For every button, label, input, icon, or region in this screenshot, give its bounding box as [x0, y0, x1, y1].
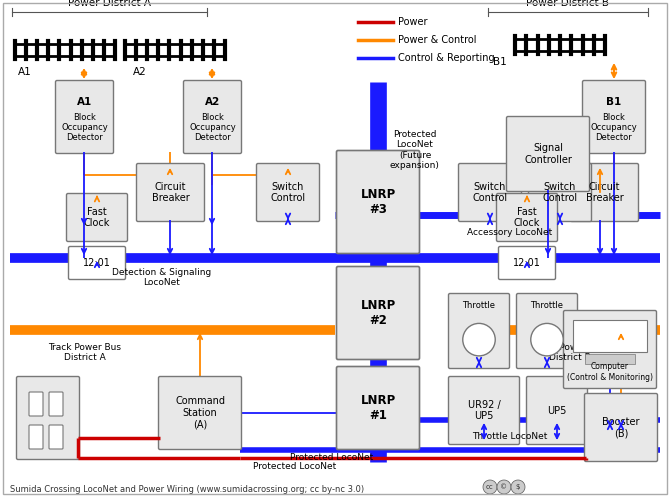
FancyBboxPatch shape — [49, 392, 63, 416]
FancyBboxPatch shape — [496, 193, 557, 242]
Text: B1: B1 — [606, 96, 622, 106]
Text: A1: A1 — [77, 96, 92, 106]
Text: Throttle LocoNet: Throttle LocoNet — [472, 432, 547, 441]
Text: Track Power Bus
District A: Track Power Bus District A — [48, 343, 121, 362]
Text: A2: A2 — [205, 96, 220, 106]
FancyBboxPatch shape — [49, 425, 63, 449]
FancyBboxPatch shape — [458, 164, 521, 222]
Text: A2: A2 — [133, 67, 147, 77]
Circle shape — [463, 324, 495, 356]
FancyBboxPatch shape — [507, 116, 590, 191]
FancyBboxPatch shape — [184, 81, 241, 154]
Text: Circuit
Breaker: Circuit Breaker — [586, 182, 623, 203]
FancyBboxPatch shape — [336, 366, 419, 449]
Text: B1: B1 — [493, 57, 507, 67]
Text: Protected LocoNet: Protected LocoNet — [253, 462, 336, 471]
Text: Switch
Control: Switch Control — [472, 182, 508, 203]
FancyBboxPatch shape — [584, 394, 657, 462]
Text: Throttle: Throttle — [462, 301, 496, 310]
Text: Command
Station
(A): Command Station (A) — [175, 397, 225, 429]
Text: A1: A1 — [18, 67, 31, 77]
Text: Switch
Control: Switch Control — [543, 182, 578, 203]
Text: UR92 /
UP5: UR92 / UP5 — [468, 400, 500, 421]
FancyBboxPatch shape — [585, 354, 635, 364]
Text: Detection & Signaling
LocoNet: Detection & Signaling LocoNet — [113, 268, 212, 287]
Circle shape — [497, 480, 511, 494]
Text: LNRP
#3: LNRP #3 — [360, 188, 395, 216]
Text: Booster
(B): Booster (B) — [602, 416, 640, 438]
Text: $: $ — [516, 484, 520, 490]
FancyBboxPatch shape — [529, 164, 592, 222]
Text: 12:01: 12:01 — [83, 258, 111, 268]
FancyBboxPatch shape — [257, 164, 320, 222]
FancyBboxPatch shape — [498, 247, 555, 279]
Text: 12:01: 12:01 — [513, 258, 541, 268]
Text: Protected
LocoNet
(Future
expansion): Protected LocoNet (Future expansion) — [390, 130, 440, 170]
FancyBboxPatch shape — [336, 151, 419, 253]
FancyBboxPatch shape — [336, 266, 419, 359]
FancyBboxPatch shape — [29, 392, 43, 416]
FancyBboxPatch shape — [517, 294, 578, 368]
Text: Switch
Control: Switch Control — [271, 182, 306, 203]
FancyBboxPatch shape — [582, 81, 645, 154]
FancyBboxPatch shape — [570, 164, 639, 222]
Text: Signal
Controller: Signal Controller — [524, 143, 572, 165]
Circle shape — [531, 324, 563, 356]
FancyBboxPatch shape — [448, 377, 519, 444]
Text: cc: cc — [486, 484, 494, 490]
FancyBboxPatch shape — [573, 320, 647, 352]
Text: Accessory LocoNet: Accessory LocoNet — [468, 228, 553, 237]
Circle shape — [483, 480, 497, 494]
Text: Fast
Clock: Fast Clock — [514, 207, 540, 228]
FancyBboxPatch shape — [563, 311, 657, 389]
Text: Power & Control: Power & Control — [398, 35, 476, 45]
Text: UP5: UP5 — [547, 406, 567, 415]
FancyBboxPatch shape — [137, 164, 204, 222]
Text: LNRP
#2: LNRP #2 — [360, 299, 395, 327]
Text: Track Power Bus
District B: Track Power Bus District B — [533, 343, 606, 362]
FancyBboxPatch shape — [448, 294, 509, 368]
Text: Circuit
Breaker: Circuit Breaker — [151, 182, 190, 203]
Text: Protected LocoNet: Protected LocoNet — [290, 453, 373, 462]
FancyBboxPatch shape — [17, 377, 80, 460]
FancyBboxPatch shape — [56, 81, 113, 154]
FancyBboxPatch shape — [68, 247, 125, 279]
Circle shape — [511, 480, 525, 494]
Text: Sumida Crossing LocoNet and Power Wiring (www.sumidacrossing.org; cc by-nc 3.0): Sumida Crossing LocoNet and Power Wiring… — [10, 485, 364, 494]
FancyBboxPatch shape — [66, 193, 127, 242]
Text: ©: © — [500, 484, 508, 490]
Text: Power District B: Power District B — [527, 0, 610, 8]
Text: LNRP
#1: LNRP #1 — [360, 394, 395, 422]
Text: Power District A: Power District A — [68, 0, 151, 8]
Text: Power: Power — [398, 17, 427, 27]
Text: Computer
(Control & Monitoring): Computer (Control & Monitoring) — [567, 362, 653, 382]
Text: Block
Occupancy
Detector: Block Occupancy Detector — [61, 113, 108, 143]
Text: Fast
Clock: Fast Clock — [84, 207, 110, 228]
Text: Block
Occupancy
Detector: Block Occupancy Detector — [189, 113, 236, 143]
Text: Block
Occupancy
Detector: Block Occupancy Detector — [591, 113, 637, 143]
FancyBboxPatch shape — [159, 377, 241, 449]
Text: Throttle: Throttle — [531, 301, 563, 310]
FancyBboxPatch shape — [29, 425, 43, 449]
Text: Control & Reporting: Control & Reporting — [398, 53, 494, 63]
FancyBboxPatch shape — [527, 377, 588, 444]
